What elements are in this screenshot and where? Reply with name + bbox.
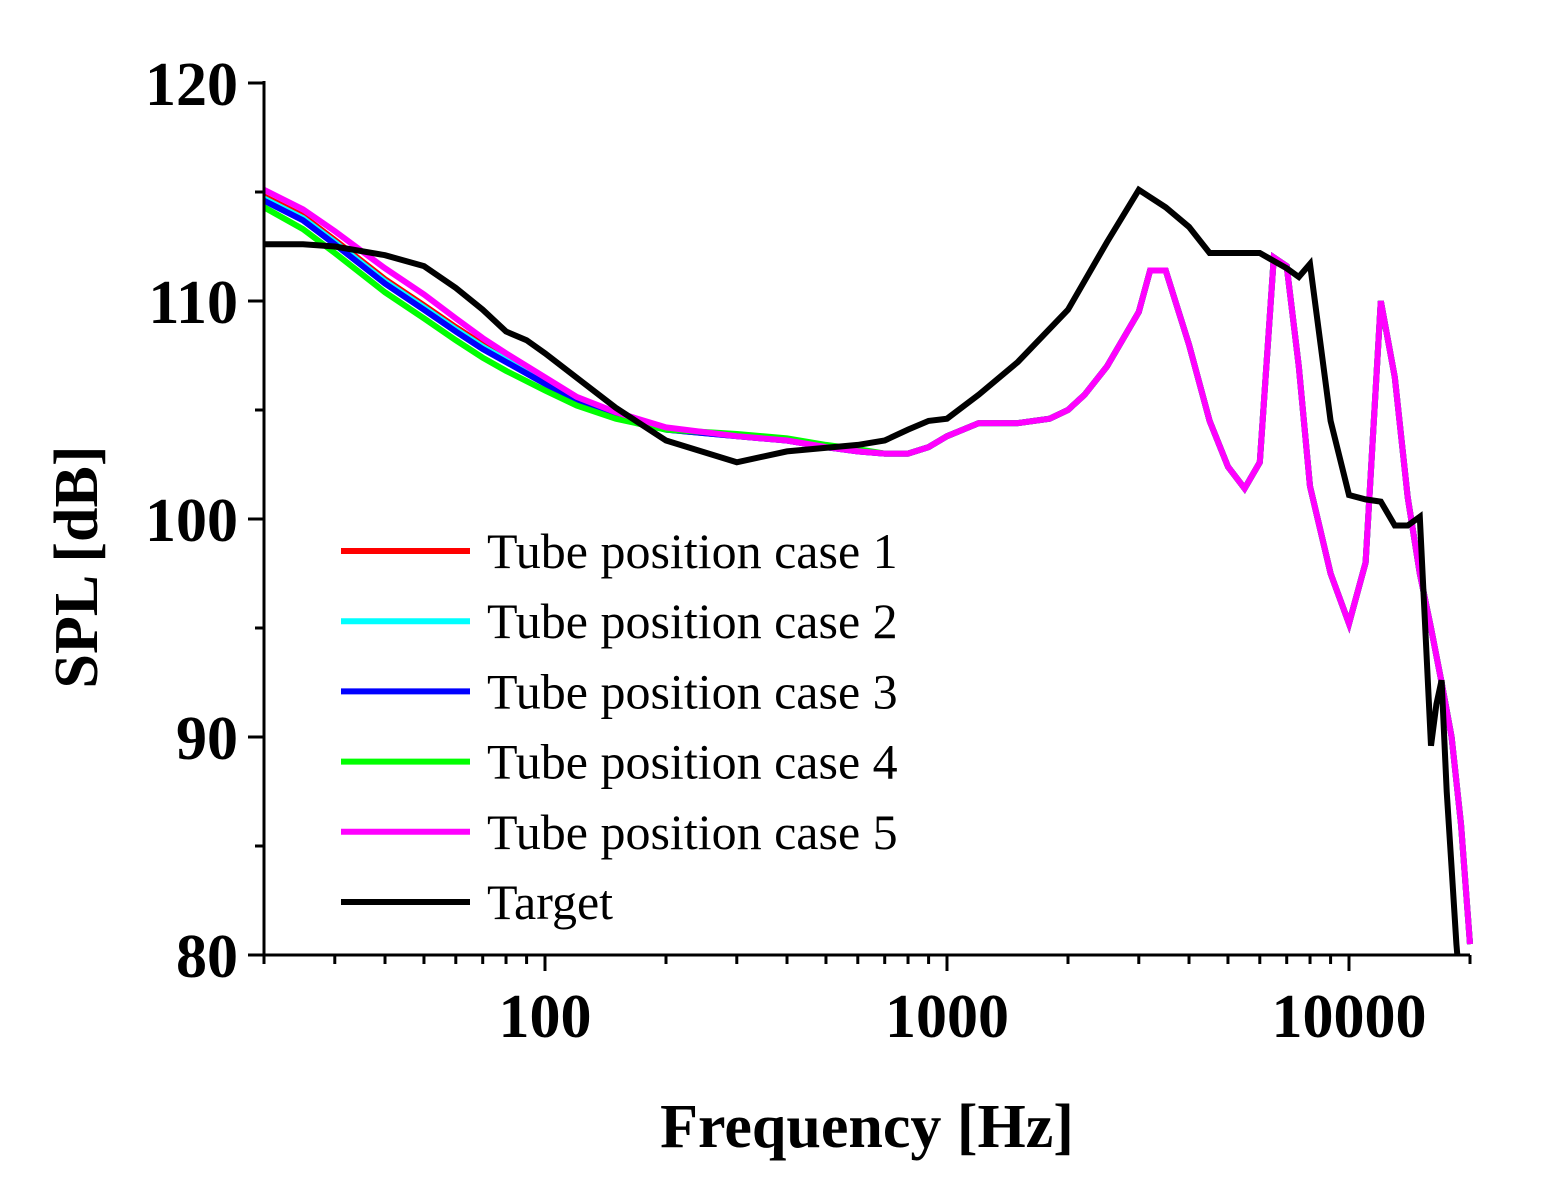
legend-label: Tube position case 2 bbox=[487, 593, 898, 649]
y-tick-label: 100 bbox=[145, 487, 238, 555]
x-tick-label: 1000 bbox=[885, 983, 1009, 1051]
plot-lines bbox=[264, 185, 1473, 955]
y-tick-label: 90 bbox=[176, 705, 238, 773]
legend-label: Target bbox=[487, 874, 613, 930]
y-tick-label: 80 bbox=[176, 923, 238, 991]
legend-label: Tube position case 4 bbox=[487, 734, 898, 790]
legend-label: Tube position case 1 bbox=[487, 523, 898, 579]
x-tick-label: 10000 bbox=[1271, 983, 1426, 1051]
series-line-5 bbox=[264, 187, 1473, 945]
y-tick-label: 120 bbox=[145, 51, 238, 119]
y-tick-label: 110 bbox=[148, 269, 238, 337]
legend-label: Tube position case 5 bbox=[487, 804, 898, 860]
series-line-6 bbox=[264, 185, 1461, 955]
legend-label: Tube position case 3 bbox=[487, 663, 898, 719]
ticks: 80 90 100 110 120 100 1000 10000 bbox=[145, 51, 1472, 1051]
x-axis-title: Frequency [Hz] bbox=[660, 1093, 1074, 1161]
y-axis-title: SPL [dB] bbox=[43, 446, 111, 689]
legend: Tube position case 1 Tube position case 2… bbox=[341, 523, 898, 930]
x-tick-label: 100 bbox=[498, 983, 591, 1051]
